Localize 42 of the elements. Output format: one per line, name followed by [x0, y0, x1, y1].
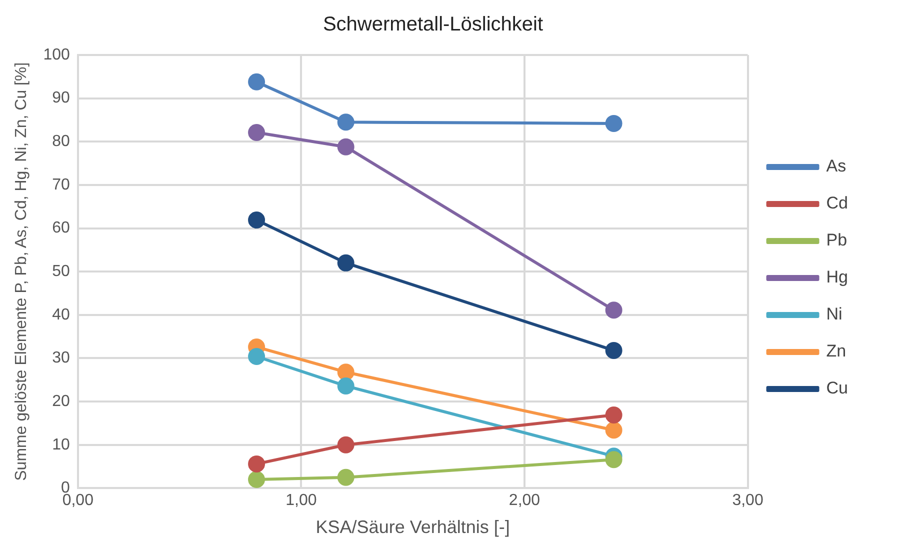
point [605, 114, 622, 132]
point [248, 212, 266, 229]
x-axis-title: KSA/Säure Verhältnis [-] [316, 517, 510, 538]
legend-label: Pb [826, 230, 848, 250]
legend-label: As [826, 156, 846, 176]
point [248, 124, 266, 142]
legend-label: Ni [826, 304, 842, 324]
y-tick-label: 30 [52, 350, 70, 367]
x-tick-label: 2,00 [508, 492, 540, 510]
point [337, 468, 354, 486]
y-tick-label: 60 [52, 220, 70, 237]
y-tick-label: 40 [52, 306, 70, 324]
point [248, 348, 266, 366]
point [337, 364, 354, 381]
legend-label: Hg [826, 268, 848, 287]
point [337, 436, 354, 454]
y-axis-title: Summe gelöste Elemente P, Pb, As, Cd, Hg, Ni, Zn, Cu [%] [13, 62, 30, 481]
legend-label: Cu [826, 378, 848, 398]
point [248, 455, 266, 472]
point [605, 451, 622, 468]
x-tick-label: 1,00 [286, 492, 317, 510]
point [337, 138, 354, 156]
y-tick-label: 100 [43, 46, 70, 64]
point [337, 114, 354, 131]
y-tick-label: 70 [52, 176, 70, 194]
y-tick-label: 20 [52, 392, 70, 410]
point [605, 406, 622, 424]
y-tick-label: 50 [52, 263, 70, 280]
point [605, 342, 622, 359]
point [605, 422, 622, 439]
point [337, 254, 354, 272]
x-tick-label: 3,00 [732, 492, 764, 510]
legend-label: Cd [826, 194, 848, 213]
chart-title: Schwermetall-Löslichkeit [322, 14, 544, 36]
y-tick-label: 10 [52, 436, 70, 454]
y-tick-label: 90 [52, 90, 70, 107]
point [337, 377, 354, 394]
point [605, 302, 622, 319]
point [248, 73, 266, 90]
point [248, 471, 266, 488]
y-tick-label: 80 [52, 133, 70, 150]
legend-label: Zn [826, 342, 846, 361]
